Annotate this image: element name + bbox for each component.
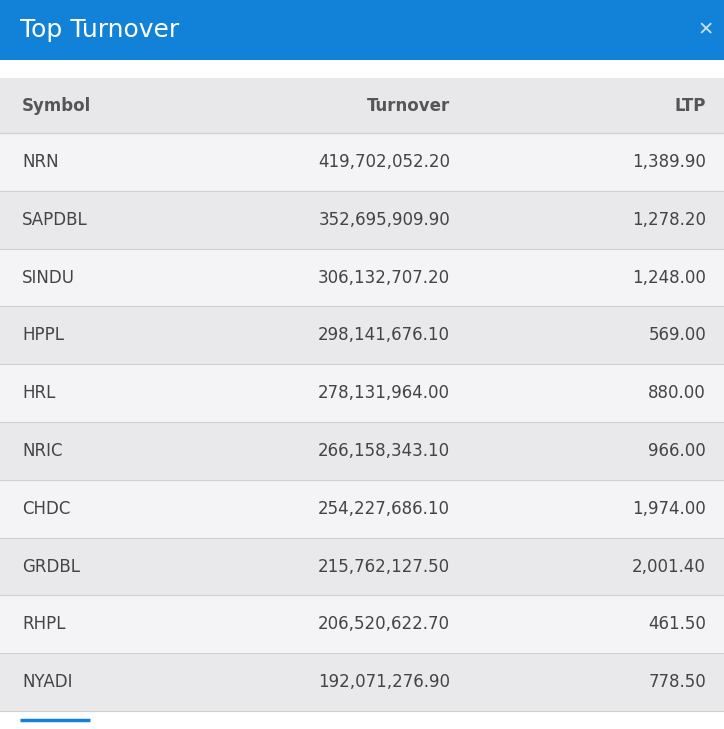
Bar: [0, 537, 724, 596]
Text: SAPDBL: SAPDBL: [22, 211, 88, 229]
Bar: [0, 249, 724, 306]
Text: NYADI: NYADI: [22, 673, 72, 691]
Text: CHDC: CHDC: [22, 499, 70, 518]
Text: 1,974.00: 1,974.00: [632, 499, 706, 518]
Text: 278,131,964.00: 278,131,964.00: [318, 384, 450, 402]
Text: 419,702,052.20: 419,702,052.20: [318, 153, 450, 171]
Bar: [0, 306, 724, 364]
Text: LTP: LTP: [675, 96, 706, 114]
Text: 266,158,343.10: 266,158,343.10: [318, 442, 450, 460]
Bar: [0, 480, 724, 537]
Text: GRDBL: GRDBL: [22, 558, 80, 575]
Text: Top Turnover: Top Turnover: [20, 18, 180, 42]
Text: ✕: ✕: [698, 20, 714, 39]
Text: HPPL: HPPL: [22, 327, 64, 344]
Text: 306,132,707.20: 306,132,707.20: [318, 268, 450, 286]
Text: 778.50: 778.50: [648, 673, 706, 691]
Text: 254,227,686.10: 254,227,686.10: [318, 499, 450, 518]
Bar: [0, 364, 724, 422]
Text: NRIC: NRIC: [22, 442, 62, 460]
Bar: [0, 596, 724, 653]
Text: NRN: NRN: [22, 153, 59, 171]
Bar: [0, 78, 724, 133]
Bar: [0, 191, 724, 249]
Text: 352,695,909.90: 352,695,909.90: [319, 211, 450, 229]
Bar: [0, 133, 724, 191]
Text: Turnover: Turnover: [367, 96, 450, 114]
Text: 1,248.00: 1,248.00: [632, 268, 706, 286]
Text: 1,278.20: 1,278.20: [632, 211, 706, 229]
Text: Symbol: Symbol: [22, 96, 91, 114]
Text: 206,520,622.70: 206,520,622.70: [318, 615, 450, 634]
Text: 461.50: 461.50: [648, 615, 706, 634]
Text: 569.00: 569.00: [648, 327, 706, 344]
Text: 1,389.90: 1,389.90: [632, 153, 706, 171]
Text: 2,001.40: 2,001.40: [632, 558, 706, 575]
Text: 880.00: 880.00: [648, 384, 706, 402]
Bar: [0, 422, 724, 480]
Text: 192,071,276.90: 192,071,276.90: [318, 673, 450, 691]
Text: 966.00: 966.00: [648, 442, 706, 460]
Text: RHPL: RHPL: [22, 615, 65, 634]
Bar: [0, 0, 724, 60]
Text: 298,141,676.10: 298,141,676.10: [318, 327, 450, 344]
Bar: [0, 653, 724, 711]
Text: HRL: HRL: [22, 384, 55, 402]
Text: 215,762,127.50: 215,762,127.50: [318, 558, 450, 575]
Text: SINDU: SINDU: [22, 268, 75, 286]
